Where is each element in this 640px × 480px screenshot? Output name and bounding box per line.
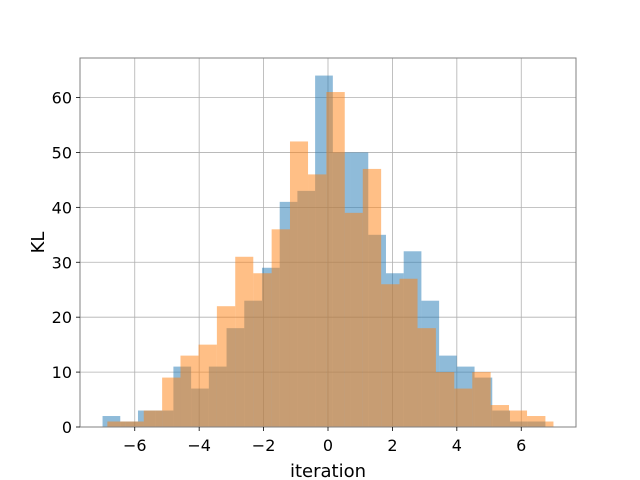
x-tick-label: 4	[452, 436, 462, 455]
histogram-bar	[235, 256, 254, 427]
histogram-bar	[399, 278, 418, 427]
histogram-bar	[198, 344, 217, 427]
x-tick-label: −6	[123, 436, 147, 455]
histogram-bar	[417, 328, 436, 427]
histogram-bar	[107, 421, 126, 427]
histogram-bar	[381, 284, 400, 427]
y-tick-label: 40	[52, 198, 72, 217]
histogram-bar	[545, 421, 554, 427]
histogram-bar	[162, 377, 181, 427]
histogram-bar	[180, 355, 199, 427]
histogram-bar	[271, 229, 290, 427]
y-tick-label: 50	[52, 143, 72, 162]
y-tick-label: 0	[62, 418, 72, 437]
histogram-series	[107, 92, 554, 427]
x-tick-label: 0	[323, 436, 333, 455]
histogram-bars	[102, 75, 554, 428]
y-tick-label: 60	[52, 89, 72, 108]
x-tick-label: −2	[252, 436, 276, 455]
histogram-bar	[509, 410, 528, 427]
histogram-bar	[308, 174, 327, 427]
x-tick-label: −4	[187, 436, 211, 455]
y-tick-label: 30	[52, 253, 72, 272]
y-tick-label: 20	[52, 308, 72, 327]
histogram-bar	[125, 421, 144, 427]
x-tick-label: 2	[387, 436, 397, 455]
histogram-bar	[216, 306, 236, 427]
x-tick-label: 6	[516, 436, 526, 455]
y-tick-label: 10	[52, 363, 72, 382]
histogram-bar	[289, 141, 309, 427]
histogram-bar	[143, 410, 163, 427]
histogram-bar	[490, 405, 510, 427]
histogram-bar	[344, 212, 363, 427]
histogram-bar	[326, 92, 345, 427]
histogram-bar	[253, 273, 272, 427]
histogram-bar	[362, 168, 382, 427]
histogram-bar	[527, 416, 546, 427]
histogram-bar	[435, 372, 455, 427]
histogram-bar	[472, 372, 491, 427]
histogram-bar	[454, 388, 473, 427]
x-axis-label: iteration	[290, 461, 366, 480]
histogram-bar	[102, 416, 121, 427]
y-axis-label: KL	[28, 232, 49, 254]
